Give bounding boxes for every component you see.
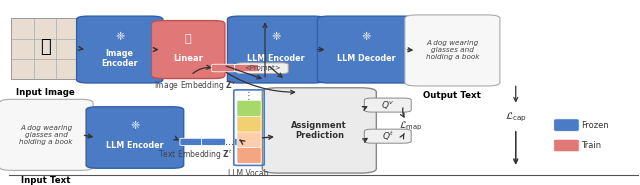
FancyBboxPatch shape xyxy=(11,18,80,79)
Text: Output Text: Output Text xyxy=(424,91,481,100)
Text: Text Embedding $\mathbf{Z}^t$: Text Embedding $\mathbf{Z}^t$ xyxy=(158,148,233,162)
FancyBboxPatch shape xyxy=(237,147,261,163)
Text: $Q^v$: $Q^v$ xyxy=(381,99,394,111)
Text: ❈: ❈ xyxy=(130,122,140,132)
FancyBboxPatch shape xyxy=(317,16,415,83)
FancyBboxPatch shape xyxy=(0,99,93,170)
FancyBboxPatch shape xyxy=(234,64,259,72)
FancyBboxPatch shape xyxy=(554,139,579,152)
Text: ❈: ❈ xyxy=(362,33,371,43)
FancyBboxPatch shape xyxy=(237,116,261,132)
Text: Image Embedding $\mathbf{Z}^v$: Image Embedding $\mathbf{Z}^v$ xyxy=(154,80,237,92)
FancyBboxPatch shape xyxy=(227,16,325,83)
Text: 🔥: 🔥 xyxy=(185,34,191,44)
Text: Frozen: Frozen xyxy=(581,121,609,130)
FancyBboxPatch shape xyxy=(364,129,411,143)
Text: <Prompt>: <Prompt> xyxy=(244,65,280,71)
FancyBboxPatch shape xyxy=(86,107,184,168)
FancyBboxPatch shape xyxy=(180,138,204,146)
Text: ❈: ❈ xyxy=(115,33,124,43)
Text: A dog wearing
glasses and
holding a book: A dog wearing glasses and holding a book xyxy=(19,125,73,145)
FancyBboxPatch shape xyxy=(262,88,376,173)
FancyBboxPatch shape xyxy=(237,132,261,148)
Text: $\mathcal{L}_{\mathrm{map}}$: $\mathcal{L}_{\mathrm{map}}$ xyxy=(399,119,423,133)
FancyBboxPatch shape xyxy=(237,100,261,116)
Text: ...: ... xyxy=(225,137,234,147)
Text: LLM Vocab.: LLM Vocab. xyxy=(228,169,271,178)
Text: LLM Encoder: LLM Encoder xyxy=(106,141,164,150)
Text: Assignment
Prediction: Assignment Prediction xyxy=(291,121,347,140)
Text: ...: ... xyxy=(257,63,266,73)
FancyBboxPatch shape xyxy=(152,21,225,78)
FancyBboxPatch shape xyxy=(212,64,236,72)
Text: LLM Encoder: LLM Encoder xyxy=(248,54,305,63)
FancyBboxPatch shape xyxy=(364,98,411,112)
Text: Input Text: Input Text xyxy=(22,176,71,185)
Text: Train: Train xyxy=(581,141,601,150)
Text: 🐕: 🐕 xyxy=(40,38,51,56)
Text: A dog wearing
glasses and
holding a book: A dog wearing glasses and holding a book xyxy=(426,41,479,60)
FancyBboxPatch shape xyxy=(234,138,259,146)
Text: Input Image: Input Image xyxy=(16,88,75,97)
Text: ❈: ❈ xyxy=(271,33,281,43)
Text: $Q^t$: $Q^t$ xyxy=(381,130,394,143)
FancyBboxPatch shape xyxy=(405,15,500,86)
FancyBboxPatch shape xyxy=(554,119,579,131)
FancyBboxPatch shape xyxy=(236,63,288,74)
FancyBboxPatch shape xyxy=(77,16,163,83)
Text: ⋮: ⋮ xyxy=(244,91,254,101)
FancyBboxPatch shape xyxy=(202,138,225,146)
Text: LLM Decoder: LLM Decoder xyxy=(337,54,396,63)
Text: $\mathcal{L}_{\mathrm{cap}}$: $\mathcal{L}_{\mathrm{cap}}$ xyxy=(505,110,527,124)
Text: Linear: Linear xyxy=(173,54,203,63)
Text: Image
Encoder: Image Encoder xyxy=(101,49,138,68)
